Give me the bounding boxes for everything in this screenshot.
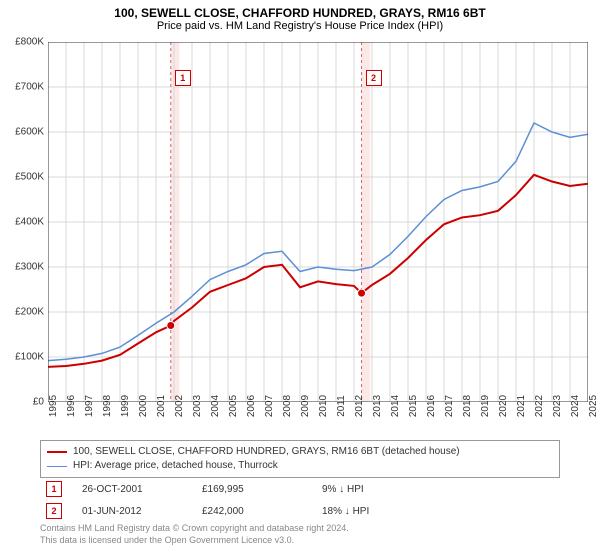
x-tick-label: 2001 — [156, 395, 167, 417]
legend-label: 100, SEWELL CLOSE, CHAFFORD HUNDRED, GRA… — [73, 445, 460, 459]
x-tick-label: 2022 — [534, 395, 545, 417]
legend: 100, SEWELL CLOSE, CHAFFORD HUNDRED, GRA… — [40, 440, 560, 478]
markers-table: 1 26-OCT-2001 £169,995 9% ↓ HPI 2 01-JUN-2012… — [40, 478, 560, 522]
footer-line-1: Contains HM Land Registry data © Crown c… — [40, 522, 349, 534]
chart-container: 100, SEWELL CLOSE, CHAFFORD HUNDRED, GRA… — [0, 0, 600, 560]
y-tick-label: £500K — [4, 172, 44, 183]
x-tick-label: 2015 — [408, 395, 419, 417]
x-tick-label: 2011 — [336, 395, 347, 417]
footer-attribution: Contains HM Land Registry data © Crown c… — [40, 522, 349, 546]
x-tick-label: 2023 — [552, 395, 563, 417]
y-tick-label: £200K — [4, 307, 44, 318]
x-tick-label: 2004 — [210, 395, 221, 417]
x-tick-label: 2008 — [282, 395, 293, 417]
marker-date: 01-JUN-2012 — [82, 506, 182, 517]
x-tick-label: 2006 — [246, 395, 257, 417]
marker-row: 2 01-JUN-2012 £242,000 18% ↓ HPI — [40, 500, 560, 522]
event-badge: 2 — [366, 70, 382, 86]
legend-label: HPI: Average price, detached house, Thur… — [73, 459, 278, 473]
x-tick-label: 2024 — [570, 395, 581, 417]
marker-badge: 1 — [46, 481, 62, 497]
x-tick-label: 2016 — [426, 395, 437, 417]
x-tick-label: 2012 — [354, 395, 365, 417]
legend-item: HPI: Average price, detached house, Thur… — [47, 459, 553, 473]
marker-price: £242,000 — [202, 506, 302, 517]
chart-subtitle: Price paid vs. HM Land Registry's House … — [0, 20, 600, 36]
x-tick-label: 2021 — [516, 395, 527, 417]
x-tick-label: 1997 — [84, 395, 95, 417]
x-tick-label: 2009 — [300, 395, 311, 417]
y-tick-label: £0 — [4, 397, 44, 408]
x-tick-label: 2025 — [588, 395, 599, 417]
y-tick-label: £800K — [4, 37, 44, 48]
y-tick-label: £400K — [4, 217, 44, 228]
x-tick-label: 1999 — [120, 395, 131, 417]
marker-price: £169,995 — [202, 484, 302, 495]
legend-swatch — [47, 466, 67, 467]
y-tick-label: £300K — [4, 262, 44, 273]
legend-item: 100, SEWELL CLOSE, CHAFFORD HUNDRED, GRA… — [47, 445, 553, 459]
x-tick-label: 2000 — [138, 395, 149, 417]
x-tick-label: 2002 — [174, 395, 185, 417]
marker-delta: 9% ↓ HPI — [322, 484, 422, 495]
x-tick-label: 2018 — [462, 395, 473, 417]
x-tick-label: 2005 — [228, 395, 239, 417]
marker-row: 1 26-OCT-2001 £169,995 9% ↓ HPI — [40, 478, 560, 500]
y-tick-label: £700K — [4, 82, 44, 93]
x-tick-label: 2017 — [444, 395, 455, 417]
x-tick-label: 1996 — [66, 395, 77, 417]
x-tick-label: 2020 — [498, 395, 509, 417]
x-tick-label: 2010 — [318, 395, 329, 417]
x-tick-label: 1995 — [48, 395, 59, 417]
y-tick-label: £100K — [4, 352, 44, 363]
chart-title: 100, SEWELL CLOSE, CHAFFORD HUNDRED, GRA… — [0, 0, 600, 20]
marker-date: 26-OCT-2001 — [82, 484, 182, 495]
footer-line-2: This data is licensed under the Open Gov… — [40, 534, 349, 546]
x-tick-label: 2019 — [480, 395, 491, 417]
event-badge: 1 — [175, 70, 191, 86]
x-tick-label: 2013 — [372, 395, 383, 417]
x-tick-label: 2007 — [264, 395, 275, 417]
x-tick-label: 1998 — [102, 395, 113, 417]
x-tick-label: 2014 — [390, 395, 401, 417]
x-tick-label: 2003 — [192, 395, 203, 417]
chart-svg — [48, 42, 588, 402]
legend-swatch — [47, 451, 67, 453]
y-tick-label: £600K — [4, 127, 44, 138]
chart-area: £0£100K£200K£300K£400K£500K£600K£700K£80… — [48, 42, 588, 402]
marker-delta: 18% ↓ HPI — [322, 506, 422, 517]
marker-badge: 2 — [46, 503, 62, 519]
